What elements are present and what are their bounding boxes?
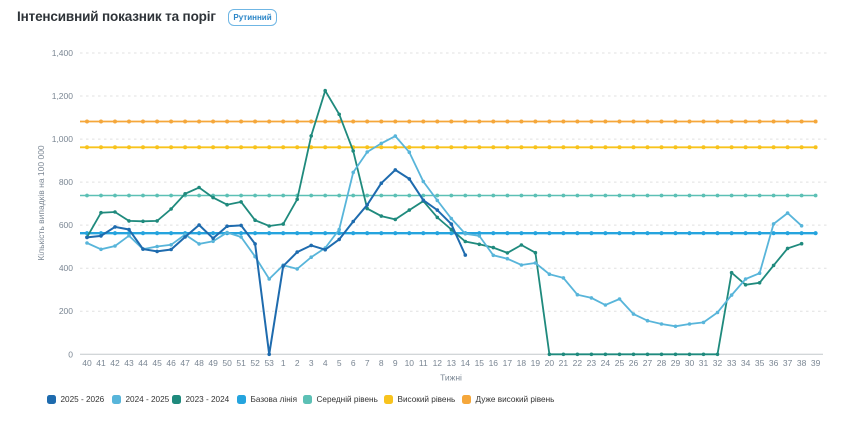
svg-text:45: 45 — [152, 358, 162, 368]
svg-text:18: 18 — [517, 358, 527, 368]
svg-text:800: 800 — [59, 177, 73, 187]
svg-text:1,200: 1,200 — [52, 91, 74, 101]
svg-text:1: 1 — [281, 358, 286, 368]
svg-text:41: 41 — [96, 358, 106, 368]
svg-text:29: 29 — [671, 358, 681, 368]
svg-text:25: 25 — [615, 358, 625, 368]
svg-text:8: 8 — [379, 358, 384, 368]
svg-text:10: 10 — [405, 358, 415, 368]
svg-text:14: 14 — [461, 358, 471, 368]
svg-text:16: 16 — [489, 358, 499, 368]
svg-text:43: 43 — [124, 358, 134, 368]
svg-text:28: 28 — [657, 358, 667, 368]
svg-text:32: 32 — [713, 358, 723, 368]
svg-text:2: 2 — [295, 358, 300, 368]
svg-text:20: 20 — [545, 358, 555, 368]
svg-text:12: 12 — [433, 358, 443, 368]
svg-text:48: 48 — [194, 358, 204, 368]
svg-text:30: 30 — [685, 358, 695, 368]
svg-text:600: 600 — [59, 220, 73, 230]
svg-text:4: 4 — [323, 358, 328, 368]
svg-text:22: 22 — [573, 358, 583, 368]
svg-text:11: 11 — [419, 358, 428, 368]
svg-text:Тижні: Тижні — [440, 373, 462, 383]
svg-text:52: 52 — [250, 358, 260, 368]
svg-text:51: 51 — [236, 358, 246, 368]
svg-text:38: 38 — [797, 358, 807, 368]
svg-text:53: 53 — [264, 358, 274, 368]
svg-text:0: 0 — [68, 349, 73, 359]
svg-text:24: 24 — [601, 358, 611, 368]
svg-text:42: 42 — [110, 358, 120, 368]
svg-text:19: 19 — [531, 358, 541, 368]
svg-text:17: 17 — [503, 358, 513, 368]
svg-text:47: 47 — [180, 358, 190, 368]
svg-text:9: 9 — [393, 358, 398, 368]
svg-text:15: 15 — [475, 358, 485, 368]
svg-text:21: 21 — [559, 358, 569, 368]
svg-text:23: 23 — [587, 358, 597, 368]
svg-text:26: 26 — [629, 358, 639, 368]
svg-text:Кількість випадків на 100 000: Кількість випадків на 100 000 — [36, 145, 46, 261]
svg-text:5: 5 — [337, 358, 342, 368]
svg-text:40: 40 — [82, 358, 92, 368]
svg-text:35: 35 — [755, 358, 765, 368]
svg-text:39: 39 — [811, 358, 821, 368]
svg-text:1,400: 1,400 — [52, 48, 74, 58]
svg-text:34: 34 — [741, 358, 751, 368]
svg-text:50: 50 — [222, 358, 232, 368]
svg-text:6: 6 — [351, 358, 356, 368]
svg-text:49: 49 — [208, 358, 218, 368]
svg-text:31: 31 — [699, 358, 709, 368]
svg-text:400: 400 — [59, 263, 73, 273]
svg-text:13: 13 — [447, 358, 457, 368]
svg-text:1,000: 1,000 — [52, 134, 74, 144]
svg-text:3: 3 — [309, 358, 314, 368]
svg-text:200: 200 — [59, 306, 73, 316]
svg-text:46: 46 — [166, 358, 176, 368]
svg-text:27: 27 — [643, 358, 653, 368]
svg-text:36: 36 — [769, 358, 779, 368]
svg-text:44: 44 — [138, 358, 148, 368]
svg-text:37: 37 — [783, 358, 793, 368]
svg-text:33: 33 — [727, 358, 737, 368]
svg-text:7: 7 — [365, 358, 370, 368]
